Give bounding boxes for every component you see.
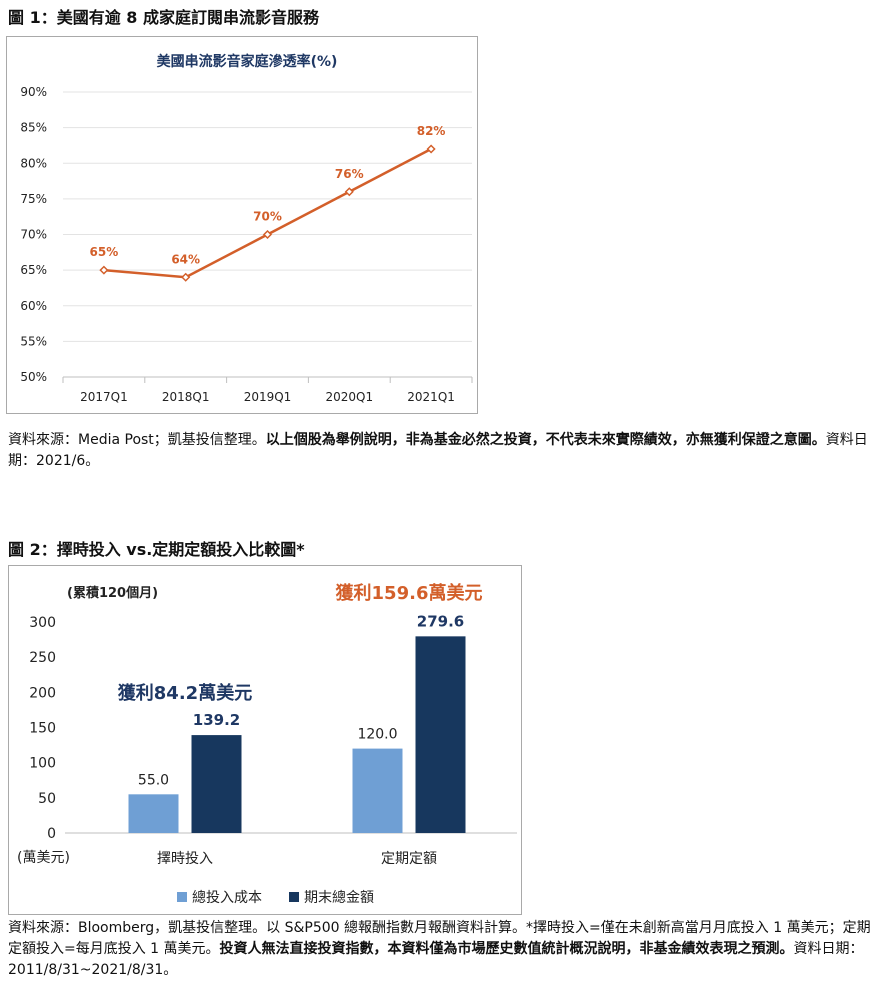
bar-value-label: 120.0 <box>357 727 397 743</box>
legend: 總投入成本 期末總金額 <box>177 889 374 906</box>
figure1-title: 圖 1：美國有逾 8 成家庭訂閱串流影音服務 <box>8 8 319 27</box>
bar-final-amount <box>415 636 466 833</box>
legend-label: 期末總金額 <box>304 889 374 906</box>
figure1-source: 資料來源：Media Post；凱基投信整理。以上個股為舉例說明，非為基金必然之… <box>8 430 872 472</box>
figure2-source: 資料來源：Bloomberg，凱基投信整理。以 S&P500 總報酬指數月報酬資… <box>8 918 872 981</box>
data-label: 65% <box>90 245 119 259</box>
data-point <box>181 272 191 282</box>
x-tick-label: 2017Q1 <box>80 390 128 404</box>
figure2-source-date: 資料日期：2011/8/31~2021/8/31。 <box>8 941 864 978</box>
y-tick-label: 100 <box>29 756 56 772</box>
y-tick-label: 90% <box>20 85 47 99</box>
legend-label: 總投入成本 <box>192 889 262 906</box>
line-chart: 美國串流影音家庭滲透率(%) 50% 55% 60% 65% 70% 75% 80% 85% 9… <box>20 53 473 404</box>
figure1-source-disclaimer: 以上個股為舉例說明，非為基金必然之投資，不代表未來實際績效，亦無獲利保證之意圖。 <box>265 432 826 448</box>
data-label: 76% <box>335 167 364 181</box>
x-tick-label: 2021Q1 <box>407 390 455 404</box>
category-label: 定期定額 <box>381 851 437 867</box>
data-label: 82% <box>417 124 446 138</box>
data-point <box>99 265 109 275</box>
y-tick-label: 75% <box>20 192 47 206</box>
x-tick-label: 2018Q1 <box>162 390 210 404</box>
category-label: 擇時投入 <box>157 851 213 867</box>
data-label: 70% <box>253 210 282 224</box>
y-tick-label: 65% <box>20 263 47 277</box>
data-label: 64% <box>171 252 200 266</box>
y-tick-label: 50 <box>38 791 56 807</box>
data-point <box>344 187 354 197</box>
y-tick-label: 150 <box>29 721 56 737</box>
data-point <box>426 144 436 154</box>
legend-swatch <box>177 892 187 902</box>
y-tick-label: 85% <box>20 121 47 135</box>
bar-value-label: 55.0 <box>138 772 169 788</box>
figure2-source-plain: 資料來源：Bloomberg，凱基投信整理。以 S&P500 總報酬指數月報酬資… <box>8 920 871 957</box>
x-tick-label: 2019Q1 <box>244 390 292 404</box>
bar-chart: (累積120個月) 0 50 100 150 200 250 300 55.0 139.2 12… <box>17 582 517 906</box>
x-tick-label: 2020Q1 <box>325 390 373 404</box>
bar-value-label: 139.2 <box>193 711 240 729</box>
figure1-source-date: 資料日期：2021/6。 <box>8 432 868 469</box>
unit-label: (萬美元) <box>17 850 70 866</box>
y-tick-label: 0 <box>47 826 56 842</box>
y-tick-label: 60% <box>20 299 47 313</box>
y-tick-label: 250 <box>29 650 56 666</box>
data-point <box>262 229 273 240</box>
bar-chart-frame: (累積120個月) 0 50 100 150 200 250 300 55.0 139.2 12… <box>8 565 522 915</box>
line-chart-title: 美國串流影音家庭滲透率(%) <box>157 53 338 70</box>
cumulative-months-label: (累積120個月) <box>67 585 158 601</box>
bar-value-label: 279.6 <box>417 612 464 630</box>
bar-total-cost <box>352 748 403 833</box>
y-tick-label: 70% <box>20 228 47 242</box>
bar-total-cost <box>128 794 179 833</box>
y-tick-label: 55% <box>20 334 47 348</box>
dca-profit-annotation: 獲利159.6萬美元 <box>336 582 483 604</box>
line-chart-frame: 美國串流影音家庭滲透率(%) 50% 55% 60% 65% 70% 75% 80% 85% 9… <box>6 36 478 414</box>
figure2-title: 圖 2：擇時投入 vs.定期定額投入比較圖* <box>8 540 305 559</box>
y-tick-label: 300 <box>29 615 56 631</box>
timing-profit-annotation: 獲利84.2萬美元 <box>118 682 252 704</box>
y-tick-label: 200 <box>29 685 56 701</box>
legend-swatch <box>289 892 299 902</box>
bar-final-amount <box>191 735 242 833</box>
figure2-source-disclaimer: 投資人無法直接投資指數，本資料僅為市場歷史數值統計概況說明，非基金績效表現之預測… <box>219 941 794 957</box>
figure1-source-plain: 資料來源：Media Post；凱基投信整理。 <box>8 432 266 448</box>
y-tick-label: 50% <box>20 370 47 384</box>
y-tick-label: 80% <box>20 156 47 170</box>
